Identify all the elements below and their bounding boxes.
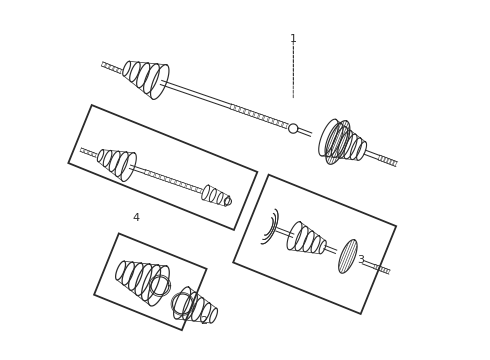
- Polygon shape: [94, 233, 207, 330]
- Text: 4: 4: [132, 212, 140, 222]
- Polygon shape: [233, 175, 396, 314]
- Text: 1: 1: [290, 34, 297, 44]
- Text: 2: 2: [200, 316, 207, 326]
- Polygon shape: [68, 105, 257, 230]
- Text: 3: 3: [358, 255, 365, 265]
